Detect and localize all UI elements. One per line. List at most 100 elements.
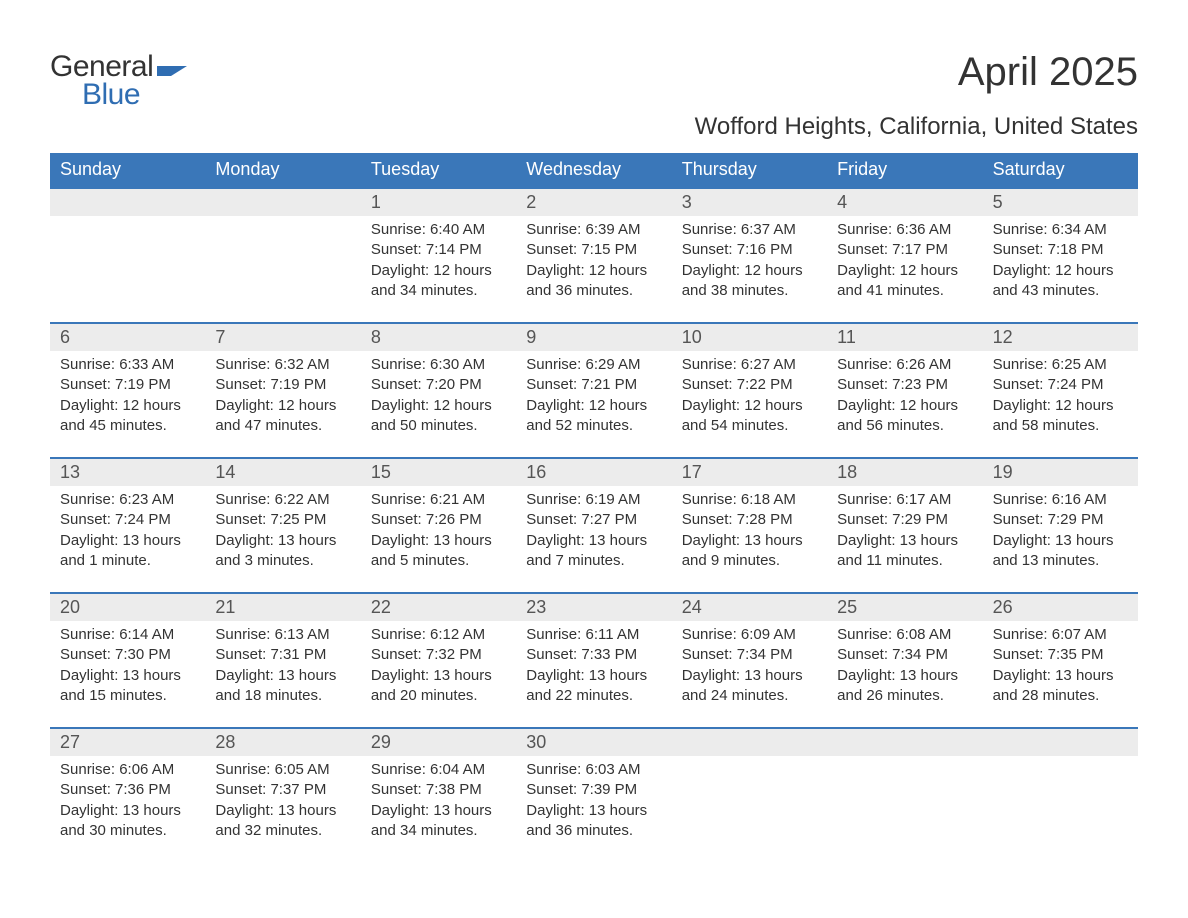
day-number: [50, 189, 205, 216]
calendar-week: 13141516171819Sunrise: 6:23 AMSunset: 7:…: [50, 457, 1138, 576]
day-info-line: Daylight: 13 hours: [215, 666, 350, 686]
top-bar: General Blue April 2025 Wofford Heights,…: [50, 50, 1138, 141]
day-info-line: Sunrise: 6:39 AM: [526, 220, 661, 240]
day-info-line: and 50 minutes.: [371, 416, 506, 436]
day-info-line: Sunset: 7:29 PM: [993, 510, 1128, 530]
day-body: Sunrise: 6:25 AMSunset: 7:24 PMDaylight:…: [983, 351, 1138, 441]
day-number: 29: [361, 729, 516, 756]
day-body: [983, 756, 1138, 846]
day-number: [827, 729, 982, 756]
day-info-line: Daylight: 13 hours: [371, 801, 506, 821]
day-info-line: Sunrise: 6:06 AM: [60, 760, 195, 780]
day-info-line: Sunrise: 6:37 AM: [682, 220, 817, 240]
calendar-week: 12345Sunrise: 6:40 AMSunset: 7:14 PMDayl…: [50, 187, 1138, 306]
day-info-line: Sunset: 7:21 PM: [526, 375, 661, 395]
day-info-line: Sunrise: 6:08 AM: [837, 625, 972, 645]
weekday-header: Monday: [205, 153, 360, 187]
day-info-line: Daylight: 13 hours: [682, 531, 817, 551]
day-info-line: Daylight: 13 hours: [682, 666, 817, 686]
day-info-line: Sunrise: 6:16 AM: [993, 490, 1128, 510]
day-info-line: Sunrise: 6:40 AM: [371, 220, 506, 240]
day-info-line: Sunset: 7:15 PM: [526, 240, 661, 260]
day-info-line: and 52 minutes.: [526, 416, 661, 436]
day-info-line: and 54 minutes.: [682, 416, 817, 436]
day-info-line: and 11 minutes.: [837, 551, 972, 571]
day-info-line: Sunrise: 6:14 AM: [60, 625, 195, 645]
daynum-row: 6789101112: [50, 324, 1138, 351]
day-body: Sunrise: 6:11 AMSunset: 7:33 PMDaylight:…: [516, 621, 671, 711]
daybody-row: Sunrise: 6:14 AMSunset: 7:30 PM Daylight:…: [50, 621, 1138, 711]
day-info-line: Sunset: 7:34 PM: [682, 645, 817, 665]
day-number: 16: [516, 459, 671, 486]
day-info-line: Daylight: 12 hours: [993, 396, 1128, 416]
day-info-line: Sunrise: 6:23 AM: [60, 490, 195, 510]
day-info-line: and 32 minutes.: [215, 821, 350, 841]
day-number: 28: [205, 729, 360, 756]
day-info-line: and 41 minutes.: [837, 281, 972, 301]
daynum-row: 27282930: [50, 729, 1138, 756]
day-body: Sunrise: 6:08 AMSunset: 7:34 PMDaylight:…: [827, 621, 982, 711]
day-info-line: Daylight: 13 hours: [371, 666, 506, 686]
day-info-line: Daylight: 13 hours: [60, 531, 195, 551]
day-info-line: Sunrise: 6:33 AM: [60, 355, 195, 375]
calendar-page: General Blue April 2025 Wofford Heights,…: [0, 0, 1188, 918]
day-info-line: Daylight: 13 hours: [371, 531, 506, 551]
day-body: Sunrise: 6:27 AMSunset: 7:22 PMDaylight:…: [672, 351, 827, 441]
daybody-row: Sunrise: 6:06 AMSunset: 7:36 PM Daylight:…: [50, 756, 1138, 846]
day-info-line: Daylight: 12 hours: [682, 261, 817, 281]
day-body: Sunrise: 6:22 AMSunset: 7:25 PMDaylight:…: [205, 486, 360, 576]
day-body: [827, 756, 982, 846]
day-info-line: Daylight: 13 hours: [526, 801, 661, 821]
day-number: [205, 189, 360, 216]
day-info-line: Sunset: 7:31 PM: [215, 645, 350, 665]
day-info-line: and 13 minutes.: [993, 551, 1128, 571]
day-number: 21: [205, 594, 360, 621]
day-number: 5: [983, 189, 1138, 216]
month-title: April 2025: [695, 50, 1138, 95]
day-info-line: Sunset: 7:24 PM: [60, 510, 195, 530]
day-info-line: and 15 minutes.: [60, 686, 195, 706]
day-info-line: Sunrise: 6:09 AM: [682, 625, 817, 645]
day-body: Sunrise: 6:29 AMSunset: 7:21 PMDaylight:…: [516, 351, 671, 441]
day-info-line: and 9 minutes.: [682, 551, 817, 571]
day-info-line: Daylight: 13 hours: [526, 531, 661, 551]
day-info-line: Daylight: 13 hours: [215, 531, 350, 551]
day-info-line: Sunset: 7:30 PM: [60, 645, 195, 665]
day-body: Sunrise: 6:14 AMSunset: 7:30 PMDaylight:…: [50, 621, 205, 711]
day-body: Sunrise: 6:37 AMSunset: 7:16 PMDaylight:…: [672, 216, 827, 306]
day-info-line: and 58 minutes.: [993, 416, 1128, 436]
day-info-line: Sunrise: 6:17 AM: [837, 490, 972, 510]
day-number: 24: [672, 594, 827, 621]
day-number: 15: [361, 459, 516, 486]
daynum-row: 12345: [50, 189, 1138, 216]
weekday-header: Saturday: [983, 153, 1138, 187]
day-info-line: and 43 minutes.: [993, 281, 1128, 301]
day-info-line: Sunrise: 6:34 AM: [993, 220, 1128, 240]
day-body: Sunrise: 6:17 AMSunset: 7:29 PMDaylight:…: [827, 486, 982, 576]
day-info-line: Daylight: 12 hours: [837, 396, 972, 416]
day-info-line: Sunset: 7:36 PM: [60, 780, 195, 800]
day-number: 13: [50, 459, 205, 486]
calendar-week: 27282930 Sunrise: 6:06 AMSunset: 7:36 PM D…: [50, 727, 1138, 846]
day-info-line: Sunrise: 6:04 AM: [371, 760, 506, 780]
day-info-line: Sunset: 7:38 PM: [371, 780, 506, 800]
daybody-row: Sunrise: 6:40 AMSunset: 7:14 PMDaylight:…: [50, 216, 1138, 306]
day-info-line: Sunset: 7:27 PM: [526, 510, 661, 530]
day-body: Sunrise: 6:09 AMSunset: 7:34 PMDaylight:…: [672, 621, 827, 711]
day-info-line: and 30 minutes.: [60, 821, 195, 841]
day-info-line: Daylight: 12 hours: [526, 396, 661, 416]
day-body: [672, 756, 827, 846]
location-subtitle: Wofford Heights, California, United Stat…: [695, 113, 1138, 141]
day-number: 25: [827, 594, 982, 621]
day-info-line: Sunset: 7:37 PM: [215, 780, 350, 800]
weekday-header: Friday: [827, 153, 982, 187]
day-number: 1: [361, 189, 516, 216]
day-info-line: Daylight: 12 hours: [215, 396, 350, 416]
day-info-line: Sunset: 7:29 PM: [837, 510, 972, 530]
day-info-line: Sunset: 7:20 PM: [371, 375, 506, 395]
day-body: Sunrise: 6:26 AMSunset: 7:23 PMDaylight:…: [827, 351, 982, 441]
day-info-line: Sunrise: 6:22 AM: [215, 490, 350, 510]
day-info-line: and 45 minutes.: [60, 416, 195, 436]
brand-mark-icon: [157, 54, 187, 81]
day-number: 26: [983, 594, 1138, 621]
